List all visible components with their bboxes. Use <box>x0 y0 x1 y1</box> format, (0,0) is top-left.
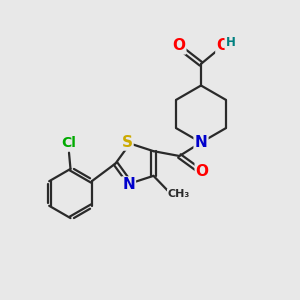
Text: O: O <box>172 38 185 53</box>
Text: O: O <box>196 164 209 178</box>
Text: Cl: Cl <box>61 136 76 150</box>
Text: H: H <box>226 36 235 49</box>
Text: S: S <box>122 134 133 149</box>
Text: N: N <box>122 178 135 193</box>
Text: CH₃: CH₃ <box>168 189 190 200</box>
Text: N: N <box>195 135 207 150</box>
Text: O: O <box>216 38 230 53</box>
